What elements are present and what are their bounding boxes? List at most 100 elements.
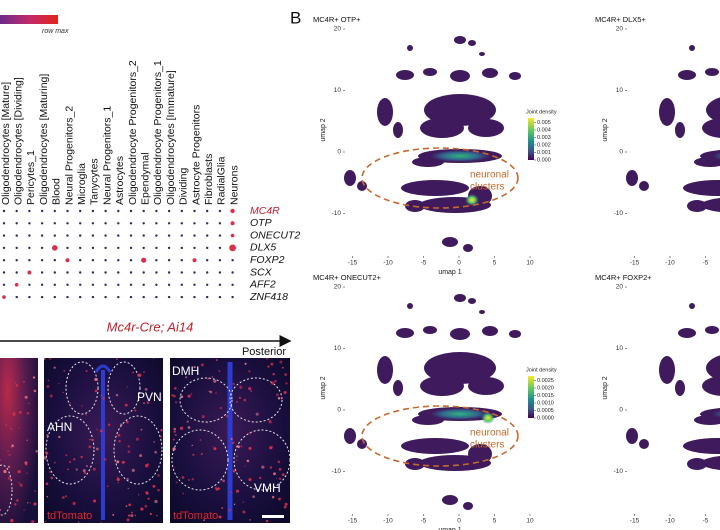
speckle bbox=[65, 454, 68, 457]
speckle bbox=[85, 370, 88, 373]
speckle bbox=[174, 387, 177, 390]
cell-cluster bbox=[659, 98, 675, 126]
gene-label: ZNF418 bbox=[249, 291, 288, 303]
dot bbox=[117, 259, 120, 262]
dot bbox=[206, 271, 209, 274]
speckle bbox=[269, 446, 273, 450]
x-tick-label: 0 bbox=[457, 518, 461, 525]
speckle bbox=[172, 447, 176, 451]
speckle bbox=[186, 420, 189, 423]
speckle bbox=[26, 472, 28, 474]
dot bbox=[218, 209, 222, 213]
speckle bbox=[31, 520, 35, 523]
region-outline bbox=[179, 377, 233, 423]
dot bbox=[53, 209, 56, 213]
cell-cluster bbox=[423, 326, 437, 334]
cell-cluster bbox=[420, 118, 464, 138]
dot bbox=[2, 222, 6, 225]
speckle bbox=[218, 515, 222, 519]
dot bbox=[180, 295, 183, 299]
dot bbox=[142, 271, 145, 274]
dot bbox=[104, 295, 107, 299]
cell-cluster bbox=[377, 356, 393, 384]
dot bbox=[180, 234, 183, 237]
density-spot bbox=[465, 194, 479, 206]
speckle bbox=[7, 450, 9, 452]
dot bbox=[167, 283, 171, 286]
dot bbox=[91, 271, 95, 274]
dot bbox=[91, 259, 95, 262]
speckle bbox=[68, 460, 72, 464]
cell-cluster bbox=[509, 330, 521, 338]
dot bbox=[180, 271, 183, 274]
speckle bbox=[147, 497, 150, 500]
legend-colorbar bbox=[528, 118, 534, 160]
stain-label: tdTomato bbox=[173, 510, 218, 522]
speckle bbox=[44, 456, 47, 460]
dot bbox=[104, 259, 107, 262]
speckle bbox=[18, 410, 22, 414]
dot bbox=[40, 222, 44, 225]
speckle bbox=[102, 397, 105, 400]
dot bbox=[2, 295, 6, 299]
speckle bbox=[239, 385, 243, 389]
region-outline bbox=[233, 429, 290, 491]
cell-cluster bbox=[705, 68, 719, 76]
y-axis-label: umap 2 bbox=[320, 376, 327, 399]
dot bbox=[2, 283, 6, 286]
dot bbox=[129, 222, 133, 225]
speckle bbox=[215, 358, 218, 362]
dot bbox=[28, 209, 31, 213]
dot bbox=[167, 209, 171, 213]
direction-label: Posterior bbox=[242, 346, 286, 358]
tissue bbox=[0, 358, 38, 523]
speckle bbox=[119, 423, 123, 427]
speckle bbox=[75, 468, 78, 471]
speckle bbox=[209, 390, 213, 394]
dot bbox=[2, 259, 6, 262]
dot bbox=[15, 295, 18, 299]
x-tick-label: -10 bbox=[665, 260, 675, 267]
speckle bbox=[246, 459, 250, 463]
speckle bbox=[259, 476, 262, 480]
cell-cluster bbox=[463, 244, 473, 252]
speckle bbox=[173, 395, 176, 398]
speckle bbox=[45, 482, 49, 485]
speckle bbox=[154, 450, 157, 454]
dot bbox=[66, 295, 69, 299]
dot bbox=[193, 246, 196, 250]
dot bbox=[15, 234, 18, 237]
speckle bbox=[277, 397, 281, 400]
dot bbox=[230, 208, 235, 214]
speckle bbox=[213, 447, 217, 451]
y-tick-label: 10 bbox=[334, 345, 342, 352]
speckle bbox=[126, 420, 129, 424]
speckle bbox=[53, 366, 56, 369]
speckle bbox=[94, 377, 98, 381]
dot bbox=[193, 234, 196, 237]
speckle bbox=[77, 521, 80, 523]
dot bbox=[193, 283, 196, 286]
speckle bbox=[250, 390, 252, 392]
speckle bbox=[80, 455, 83, 459]
dot bbox=[66, 271, 69, 274]
speckle bbox=[49, 470, 52, 474]
dot bbox=[79, 283, 82, 286]
speckle bbox=[117, 482, 119, 484]
speckle bbox=[94, 389, 98, 393]
dot bbox=[167, 234, 171, 237]
cell-cluster bbox=[393, 122, 403, 138]
speckle bbox=[185, 376, 188, 379]
cell-cluster bbox=[420, 376, 464, 396]
speckle bbox=[123, 461, 126, 463]
cell-type-label: Microglia bbox=[76, 163, 88, 205]
speckle bbox=[64, 495, 67, 498]
speckle bbox=[187, 478, 190, 481]
cell-cluster bbox=[468, 377, 504, 395]
dot bbox=[65, 258, 70, 263]
speckle bbox=[144, 388, 148, 391]
cell-type-label: Neural Progenitors_2 bbox=[63, 106, 75, 205]
speckle bbox=[284, 502, 288, 506]
dot bbox=[2, 234, 6, 237]
dot bbox=[104, 209, 107, 213]
